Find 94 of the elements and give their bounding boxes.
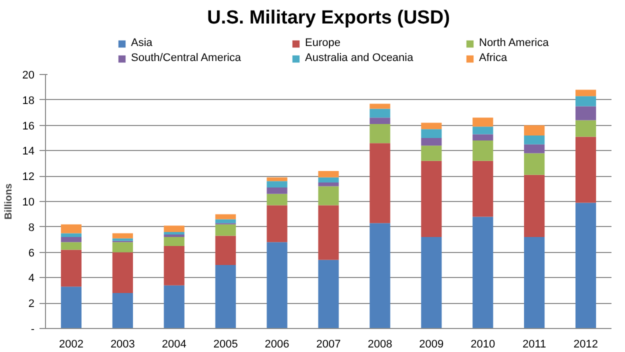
legend-label: Europe (305, 37, 342, 49)
x-tick-label: 2005 (213, 338, 238, 350)
bar (318, 182, 339, 186)
bar (164, 246, 184, 286)
bar (575, 120, 596, 137)
bar (164, 234, 184, 238)
bar (370, 104, 390, 109)
bar (370, 108, 390, 118)
legend-label: Africa (479, 52, 508, 64)
bar (524, 135, 545, 144)
bar (472, 216, 494, 328)
y-tick-label: 10 (22, 196, 35, 208)
bar (164, 237, 184, 246)
bar (112, 252, 133, 293)
x-tick-label: 2003 (110, 338, 135, 350)
bar (266, 188, 288, 194)
y-tick-label: - (30, 324, 35, 336)
bar (215, 265, 236, 328)
legend-label: South/Central America (131, 52, 242, 64)
bar (524, 153, 545, 175)
bar (575, 136, 596, 203)
y-tick-label: 18 (22, 94, 35, 107)
bar (215, 219, 236, 224)
bar (472, 160, 494, 217)
bar (370, 223, 390, 328)
y-tick-label: 16 (22, 120, 35, 132)
x-tick-label: 2002 (58, 338, 84, 350)
y-tick-label: 12 (22, 171, 35, 184)
bar (164, 285, 184, 328)
bar (60, 233, 82, 238)
bar (60, 250, 82, 287)
x-tick-label: 2011 (522, 338, 546, 350)
y-tick-label: 14 (22, 146, 35, 158)
bar (421, 160, 442, 238)
bar (112, 242, 133, 252)
x-tick-label: 2007 (316, 338, 341, 350)
bar (60, 286, 82, 328)
y-tick-label: 20 (22, 70, 35, 82)
bar (318, 260, 339, 328)
bar (266, 242, 288, 328)
y-tick-label: 2 (28, 298, 35, 310)
bar (575, 90, 596, 96)
bar (112, 238, 133, 241)
bar (575, 106, 596, 120)
bar (60, 237, 82, 242)
bar (60, 242, 82, 250)
bar (421, 138, 442, 146)
bar (472, 134, 494, 141)
legend-label: North America (479, 37, 550, 49)
bar (318, 177, 339, 182)
bar (266, 194, 288, 206)
bar (215, 214, 236, 220)
bar (266, 205, 288, 242)
bar (60, 224, 82, 234)
bar (575, 202, 596, 328)
bar (370, 118, 390, 124)
bar (164, 226, 184, 232)
y-tick-label: 6 (28, 247, 35, 260)
x-tick-label: 2006 (264, 338, 290, 350)
bar (421, 122, 442, 130)
bar (575, 96, 596, 106)
x-tick-label: 2012 (574, 338, 598, 350)
y-axis-title: Billions (3, 183, 14, 220)
bar (112, 233, 133, 238)
bar (164, 232, 184, 235)
bar (370, 143, 390, 224)
bar (266, 181, 288, 188)
y-tick-label: 8 (28, 222, 35, 234)
bar (421, 237, 442, 328)
bar (266, 177, 288, 182)
legend-label: Asia (131, 37, 154, 49)
legend-label: Australia and Oceania (305, 52, 414, 64)
bar (524, 144, 545, 154)
bar (318, 171, 339, 178)
bar (524, 174, 545, 238)
x-tick-label: 2009 (419, 338, 444, 350)
bar (472, 126, 494, 134)
bar (215, 236, 236, 265)
bar (318, 186, 339, 206)
bar (421, 129, 442, 138)
y-tick-label: 4 (28, 272, 35, 285)
bar (112, 292, 133, 328)
x-tick-label: 2004 (162, 338, 186, 350)
bar (215, 224, 236, 236)
chart-title: U.S. Military Exports (USD) (207, 8, 450, 28)
x-tick-label: 2010 (470, 338, 496, 350)
x-tick-label: 2008 (368, 338, 392, 350)
bar (472, 118, 494, 127)
bar (472, 140, 494, 161)
bar (370, 124, 390, 144)
bar (524, 237, 545, 328)
bar (318, 205, 339, 260)
bar (524, 125, 545, 136)
bar (421, 146, 442, 161)
